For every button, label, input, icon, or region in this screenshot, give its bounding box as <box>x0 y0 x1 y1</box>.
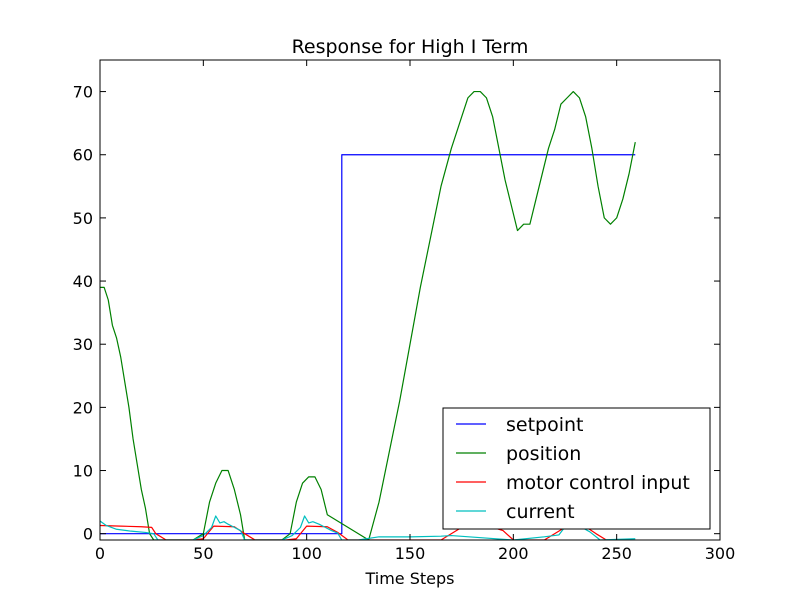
y-tick-label: 50 <box>73 209 93 228</box>
plot-area: 0 50 100 150 200 250 300 0 10 20 30 40 50 60 70 <box>73 59 736 563</box>
legend: setpoint position motor control input curre… <box>442 407 711 530</box>
series-line-position <box>100 90 636 540</box>
y-tick-label: 10 <box>73 462 93 481</box>
series-line-motor-control-input <box>100 524 636 540</box>
series-line-current <box>100 515 636 540</box>
y-tick-label: 60 <box>73 146 93 165</box>
chart-title: Response for High I Term <box>292 36 529 58</box>
legend-label: motor control input <box>506 472 690 494</box>
x-tick-label: 50 <box>193 544 213 563</box>
x-tick-label: 100 <box>291 544 322 563</box>
series-group <box>100 90 636 540</box>
legend-frame <box>442 407 711 530</box>
y-tick-label: 30 <box>73 335 93 354</box>
y-tick-label: 20 <box>73 398 93 417</box>
series-line-setpoint <box>100 154 636 535</box>
x-tick-label: 150 <box>395 544 426 563</box>
x-axis-label: Time Steps <box>364 569 454 588</box>
x-tick-label: 300 <box>705 544 736 563</box>
y-tick-label: 70 <box>73 83 93 102</box>
legend-label: position <box>506 443 581 465</box>
x-tick-label: 250 <box>601 544 632 563</box>
legend-label: current <box>506 501 575 523</box>
x-tick-label: 0 <box>95 544 105 563</box>
x-tick-label: 200 <box>498 544 529 563</box>
y-tick-label: 0 <box>83 525 93 544</box>
legend-label: setpoint <box>506 414 584 436</box>
y-tick-label: 40 <box>73 272 93 291</box>
